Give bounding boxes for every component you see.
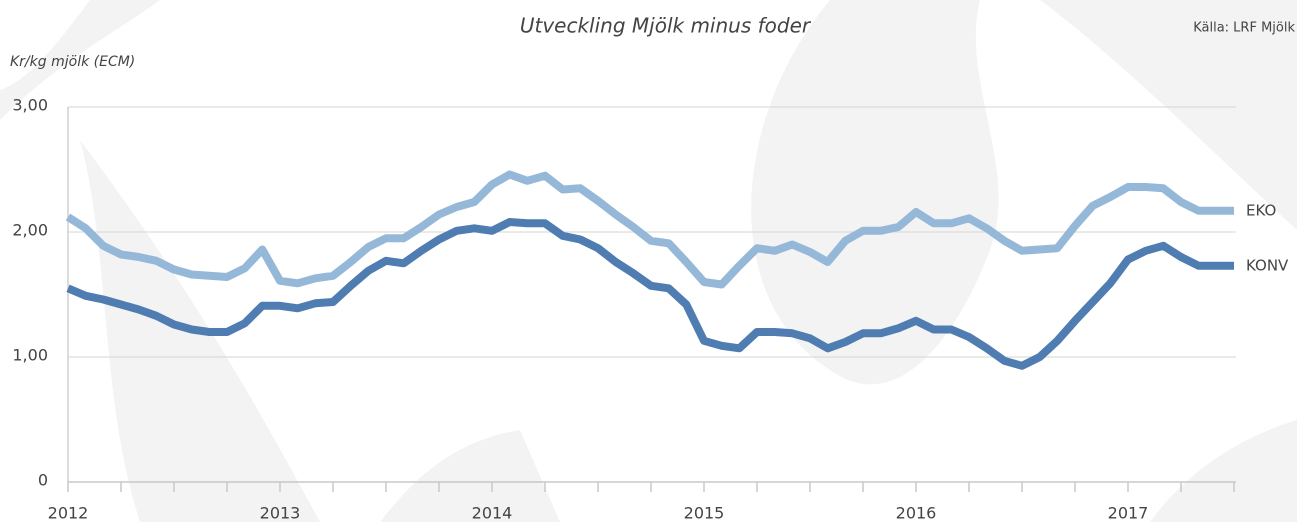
x-tick-label: 2013 bbox=[260, 504, 301, 522]
chart-title: Utveckling Mjölk minus foder bbox=[520, 14, 812, 38]
x-tick-label: 2014 bbox=[472, 504, 513, 522]
y-tick-label: 3,00 bbox=[12, 96, 48, 115]
y-tick-label: 1,00 bbox=[12, 346, 48, 365]
x-tick-label: 2016 bbox=[896, 504, 937, 522]
series-line bbox=[66, 218, 1234, 370]
source: Källa: LRF Mjölk bbox=[1193, 21, 1295, 36]
y-axis-label: Kr/kg mjölk (ECM) bbox=[10, 54, 135, 70]
series-label: KONV bbox=[1246, 256, 1289, 274]
x-tick-label: 2015 bbox=[684, 504, 725, 522]
series-line bbox=[65, 170, 1234, 289]
x-tick-label: 2012 bbox=[48, 504, 89, 522]
y-tick-label: 0 bbox=[38, 471, 48, 490]
series-label: EKO bbox=[1246, 201, 1276, 219]
x-tick-label: 2017 bbox=[1108, 504, 1149, 522]
y-tick-label: 2,00 bbox=[12, 221, 48, 240]
